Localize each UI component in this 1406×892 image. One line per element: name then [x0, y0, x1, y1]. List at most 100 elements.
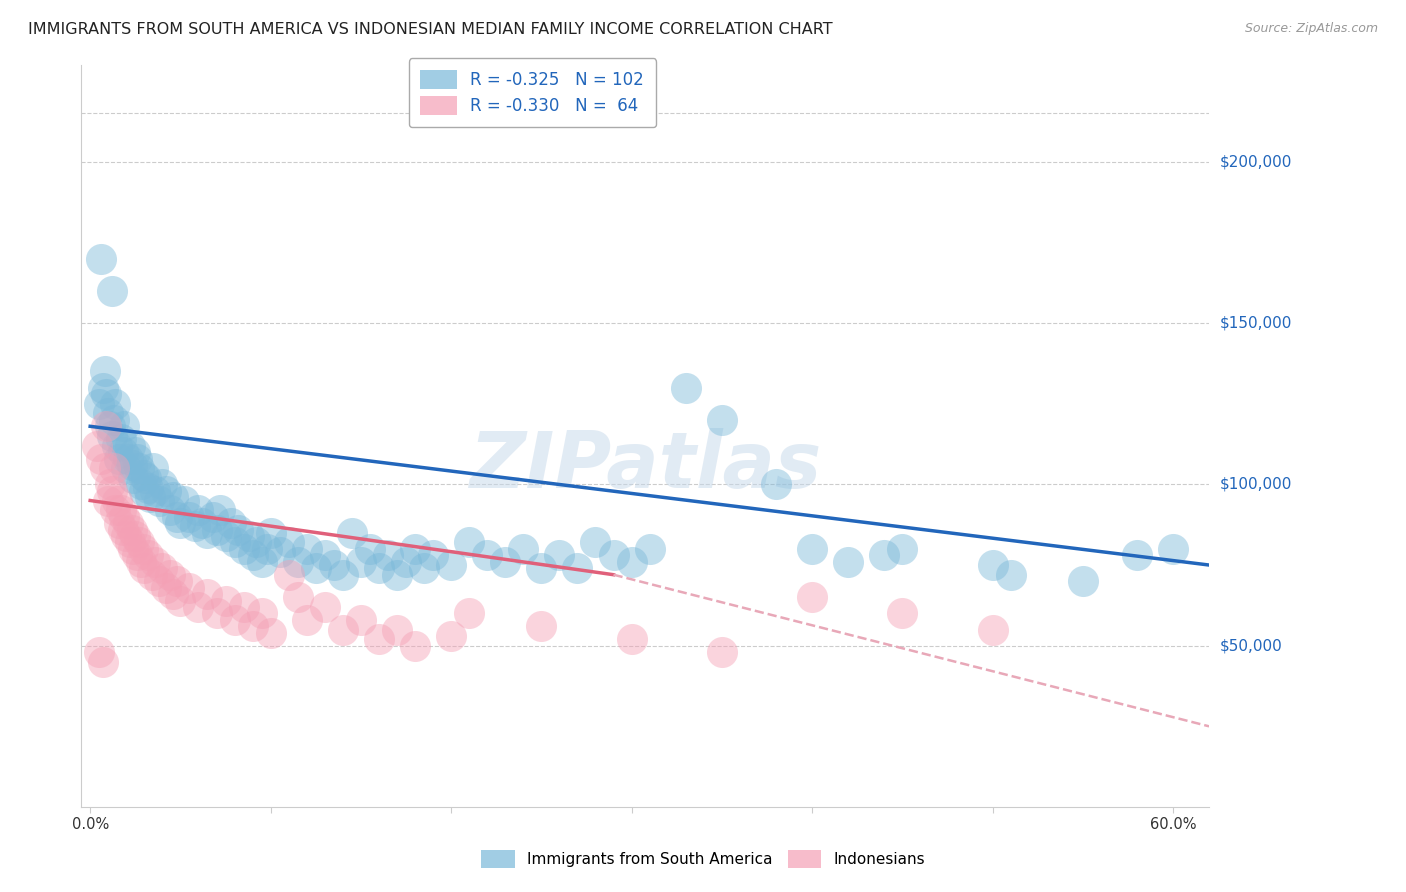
Point [135, 471, 157, 485]
Point [127, 549, 149, 563]
Point [142, 461, 165, 475]
Point [122, 541, 145, 556]
Point [96, 419, 118, 434]
Point [93, 461, 115, 475]
Point [256, 541, 278, 556]
Text: $200,000: $200,000 [1220, 154, 1292, 169]
Point [173, 493, 195, 508]
Point [138, 490, 160, 504]
Text: $50,000: $50,000 [1220, 638, 1282, 653]
Point [214, 593, 236, 607]
Point [585, 535, 607, 549]
Point [242, 619, 264, 633]
Point [232, 599, 254, 614]
Point [128, 535, 150, 549]
Point [103, 461, 125, 475]
Point [440, 558, 463, 572]
Point [179, 509, 201, 524]
Point [101, 429, 124, 443]
Point [91, 381, 114, 395]
Point [359, 541, 381, 556]
Point [134, 483, 156, 498]
Point [710, 413, 733, 427]
Point [368, 561, 391, 575]
Point [368, 632, 391, 647]
Point [295, 541, 318, 556]
Point [191, 516, 214, 530]
Point [404, 541, 426, 556]
Point [638, 541, 661, 556]
Point [104, 397, 127, 411]
Point [219, 516, 242, 530]
Point [205, 607, 228, 621]
Point [105, 439, 128, 453]
Point [155, 581, 177, 595]
Point [148, 574, 170, 589]
Point [1161, 541, 1184, 556]
Point [837, 555, 859, 569]
Point [238, 529, 260, 543]
Point [134, 561, 156, 575]
Point [675, 381, 697, 395]
Point [620, 555, 643, 569]
Point [224, 613, 246, 627]
Text: ZIPatlas: ZIPatlas [470, 427, 821, 504]
Point [245, 535, 267, 549]
Point [86, 439, 108, 453]
Point [166, 574, 188, 589]
Point [179, 581, 201, 595]
Point [801, 591, 824, 605]
Point [340, 525, 363, 540]
Point [232, 541, 254, 556]
Point [162, 490, 184, 504]
Point [287, 555, 309, 569]
Point [277, 535, 299, 549]
Point [98, 477, 121, 491]
Point [103, 413, 125, 427]
Point [981, 623, 1004, 637]
Point [131, 541, 153, 556]
Point [322, 558, 344, 572]
Legend: R = -0.325   N = 102, R = -0.330   N =  64: R = -0.325 N = 102, R = -0.330 N = 64 [409, 59, 655, 127]
Point [205, 523, 228, 537]
Point [111, 445, 134, 459]
Text: $150,000: $150,000 [1220, 316, 1292, 331]
Point [1071, 574, 1094, 589]
Point [129, 477, 152, 491]
Point [110, 503, 132, 517]
Point [90, 252, 112, 266]
Point [118, 535, 141, 549]
Point [108, 451, 131, 466]
Point [187, 503, 209, 517]
Point [314, 549, 336, 563]
Point [209, 503, 232, 517]
Point [131, 467, 153, 482]
Point [530, 619, 553, 633]
Point [150, 477, 173, 491]
Point [891, 541, 914, 556]
Point [108, 516, 131, 530]
Point [295, 613, 318, 627]
Point [110, 432, 132, 446]
Point [602, 549, 624, 563]
Point [422, 549, 444, 563]
Point [891, 607, 914, 621]
Point [494, 555, 516, 569]
Point [567, 561, 589, 575]
Point [981, 558, 1004, 572]
Point [104, 503, 127, 517]
Point [184, 519, 207, 533]
Point [124, 445, 146, 459]
Point [250, 555, 273, 569]
Point [548, 549, 571, 563]
Point [620, 632, 643, 647]
Point [143, 555, 166, 569]
Point [114, 509, 136, 524]
Point [287, 591, 309, 605]
Point [332, 567, 354, 582]
Point [129, 555, 152, 569]
Point [1126, 549, 1149, 563]
Point [477, 549, 499, 563]
Point [115, 529, 138, 543]
Point [413, 561, 436, 575]
